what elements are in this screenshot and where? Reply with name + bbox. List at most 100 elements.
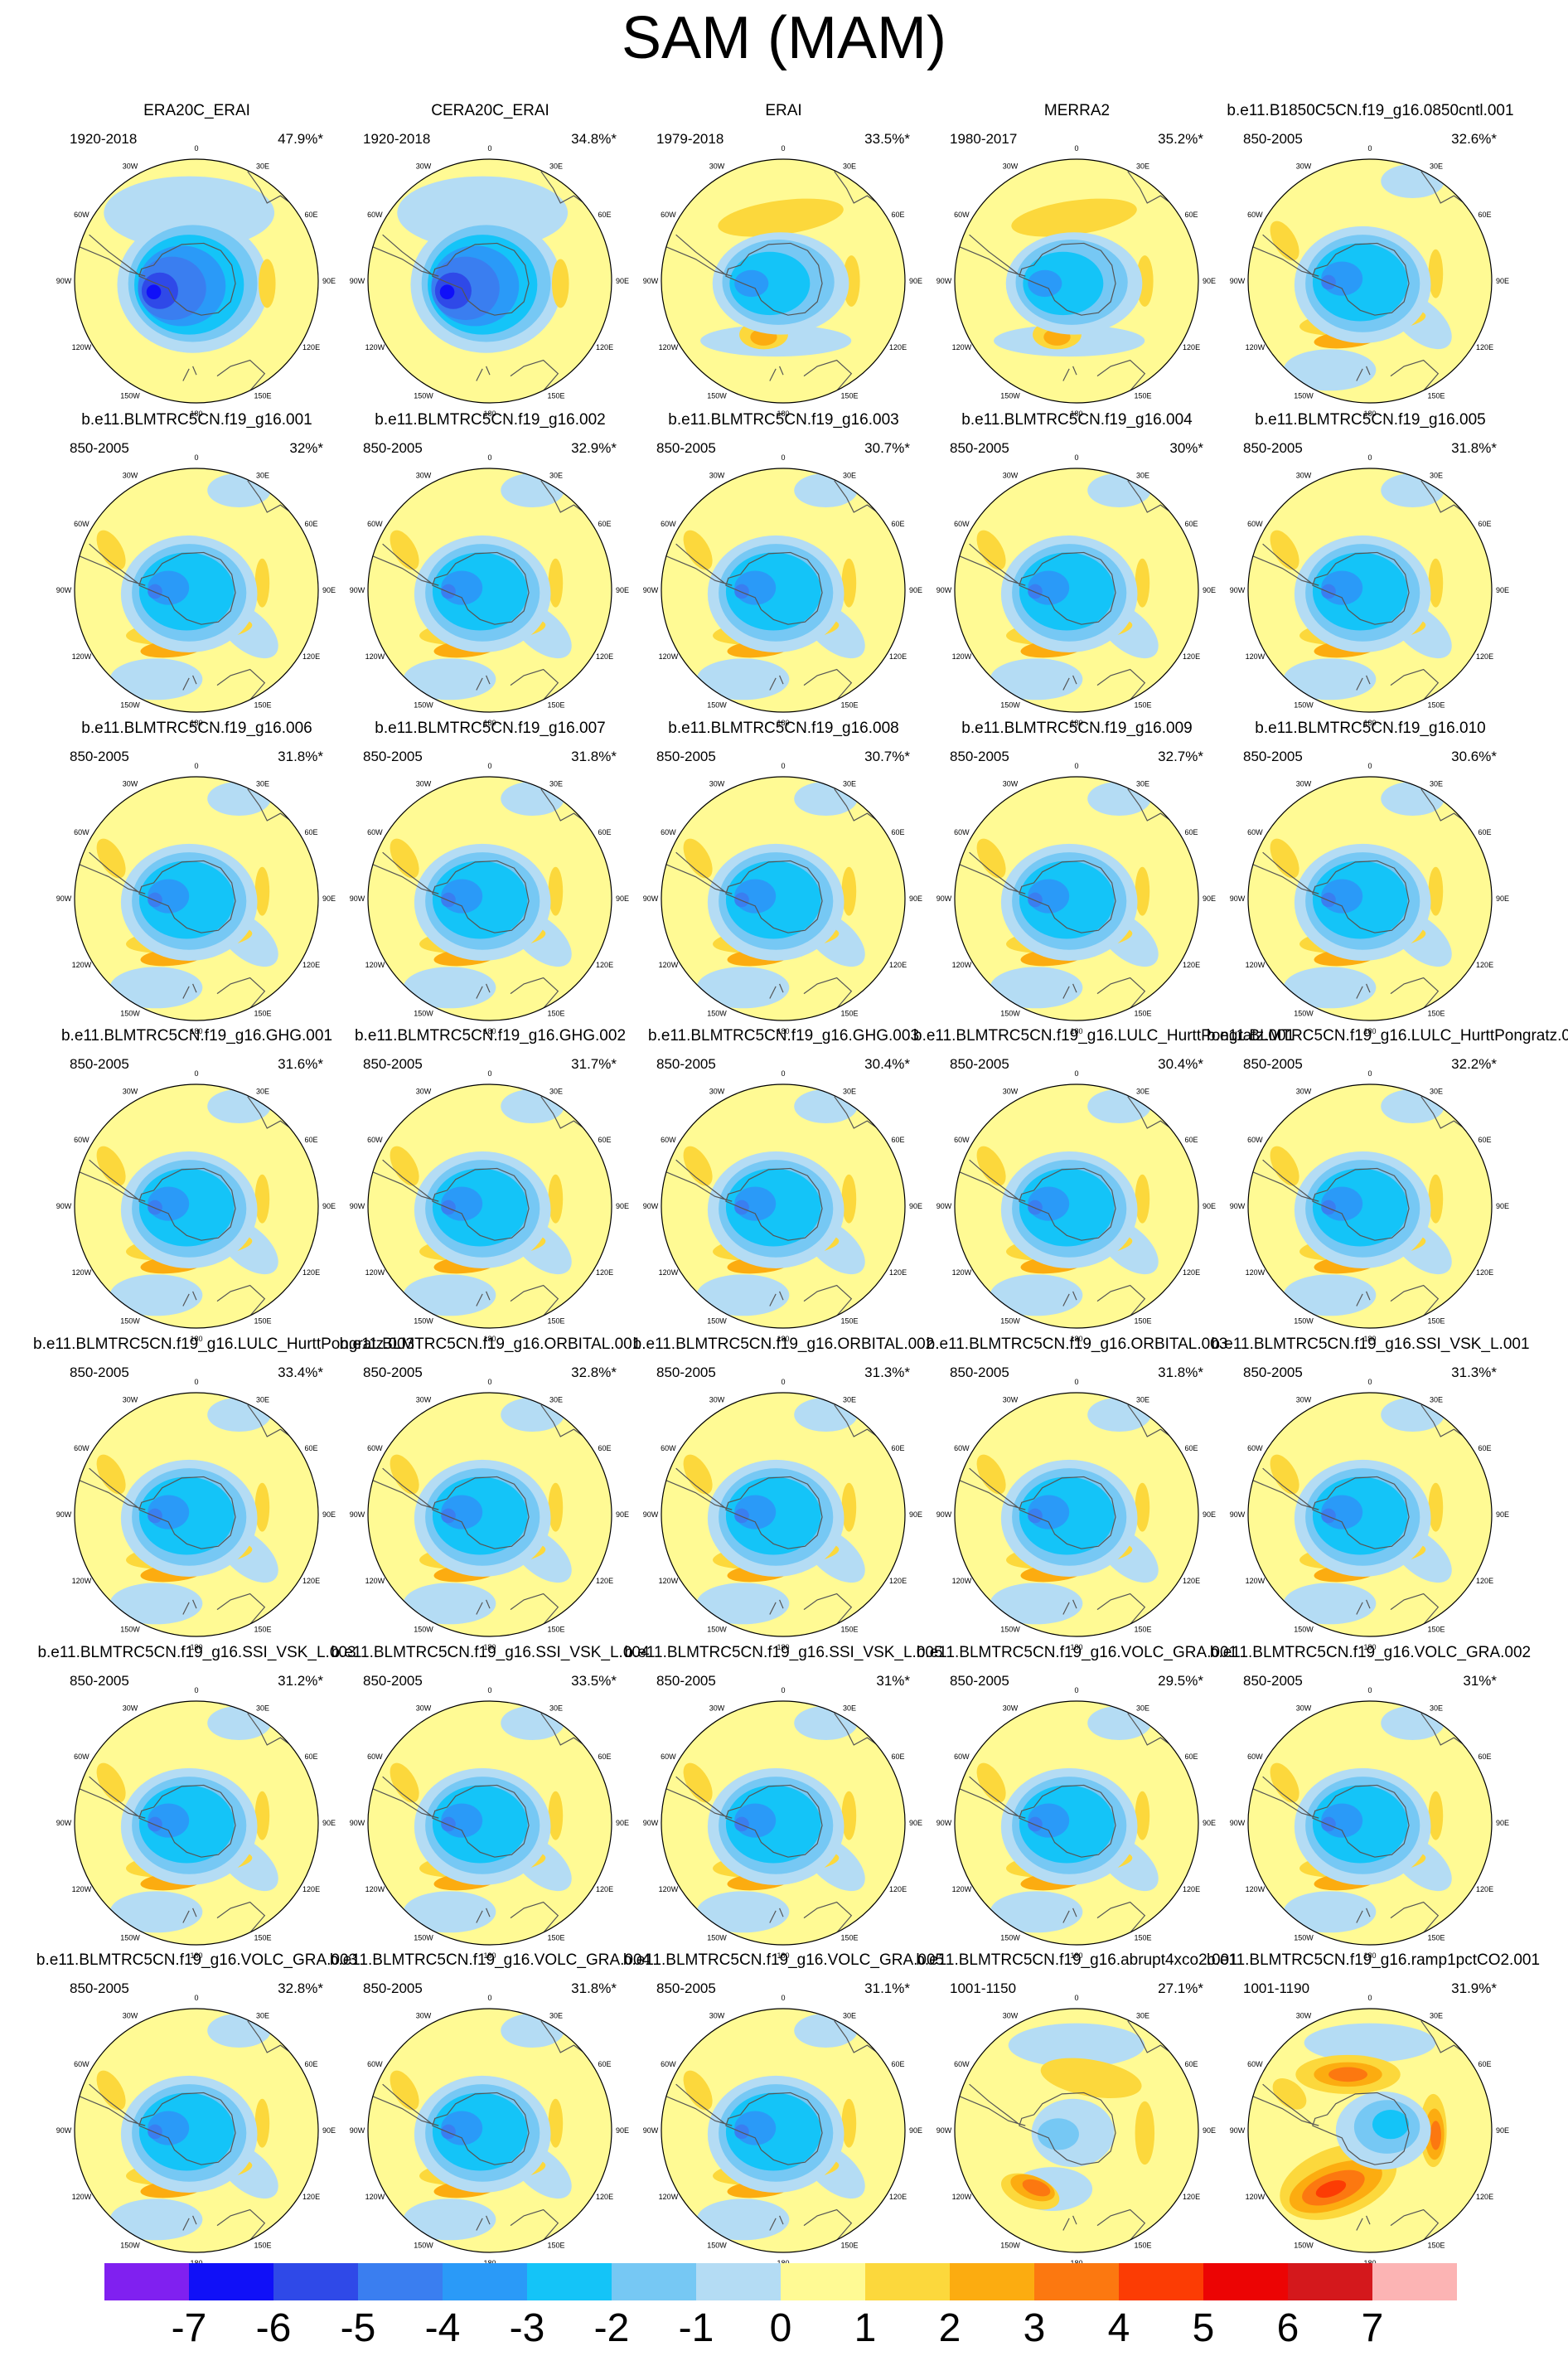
longitude-label: 180 <box>1363 1643 1376 1651</box>
anomaly-contour-12 <box>1315 2180 1347 2198</box>
coastlines <box>666 1714 881 1933</box>
map-frame <box>367 2008 612 2253</box>
longitude-label: 30W <box>123 471 138 479</box>
anomaly-field <box>661 777 905 1020</box>
longitude-label: 150W <box>1294 701 1314 710</box>
longitude-label: 150E <box>1427 1317 1445 1326</box>
longitude-label: 120W <box>952 652 972 661</box>
longitude-label: 0 <box>1367 144 1372 153</box>
panel-variance-explained: 31.9%* <box>1451 1980 1497 1996</box>
map-panel: 0 30E 60E 90E 120E 150E 180 150W 120W 90W 60W 30W ER… <box>50 101 344 418</box>
longitude-label: 0 <box>781 1686 785 1694</box>
longitude-label: 60E <box>1478 2060 1492 2068</box>
longitude-label: 30W <box>123 2011 138 2019</box>
longitude-label: 60W <box>367 1444 383 1452</box>
panel-period: 850-2005 <box>1243 1673 1303 1689</box>
coastlines <box>373 1405 588 1625</box>
anomaly-contour-1 <box>990 967 1083 1009</box>
panel-period: 1980-2017 <box>950 131 1018 147</box>
anomaly-contour-1 <box>109 1583 203 1625</box>
coastlines <box>666 1405 881 1625</box>
longitude-label: 60E <box>892 1444 905 1452</box>
coastlines <box>373 481 588 700</box>
map-frame <box>954 1083 1199 1329</box>
longitude-label: 60W <box>1247 520 1263 528</box>
anomaly-field <box>368 777 612 1020</box>
longitude-label: 150W <box>707 1010 727 1018</box>
anomaly-contour-1 <box>1283 1583 1377 1625</box>
longitude-label: 60E <box>305 1752 318 1761</box>
anomaly-field <box>661 1084 905 1328</box>
anomaly-field <box>661 468 905 712</box>
longitude-label: 30E <box>1430 1087 1443 1095</box>
longitude-label: 90W <box>1230 1202 1246 1210</box>
longitude-label: 30W <box>416 1087 432 1095</box>
colorbar-tick-label: -5 <box>340 2306 376 2350</box>
longitude-label: 90W <box>350 1819 365 1827</box>
longitude-label: 30E <box>1136 779 1149 788</box>
anomaly-contour-12 <box>441 1508 456 1524</box>
anomaly-contour-12 <box>441 1200 456 1215</box>
longitude-label: 30E <box>549 162 563 170</box>
longitude-label: 90E <box>322 894 336 903</box>
longitude-label: 30W <box>1003 779 1019 788</box>
anomaly-contour-1 <box>109 2198 203 2241</box>
panel-variance-explained: 33.4%* <box>278 1365 323 1380</box>
anomaly-contour-4 <box>976 1454 1006 1495</box>
longitude-label: 90E <box>616 277 629 285</box>
anomaly-contour-4 <box>1270 838 1299 879</box>
longitude-label: 90E <box>1203 894 1216 903</box>
longitude-label: 150E <box>840 1317 858 1326</box>
longitude-label: 150W <box>414 1934 433 1942</box>
longitude-label: 0 <box>1074 1378 1078 1386</box>
longitude-label: 60W <box>367 2060 383 2068</box>
anomaly-contour-1 <box>696 967 790 1009</box>
longitude-label: 180 <box>777 410 789 418</box>
map-panel: 0 30E 60E 90E 120E 150E 180 150W 120W 90W 60W 30W b.… <box>50 410 344 727</box>
longitude-label: 90W <box>643 586 659 594</box>
longitude-label: 90E <box>1203 586 1216 594</box>
longitude-label: 180 <box>1363 1027 1376 1035</box>
longitude-label: 60W <box>74 520 90 528</box>
anomaly-contour-4 <box>390 1762 419 1803</box>
anomaly-field <box>1248 2009 1492 2252</box>
longitude-label: 90E <box>1203 1819 1216 1827</box>
longitude-label: 120W <box>72 961 92 969</box>
anomaly-field <box>955 1084 1198 1328</box>
anomaly-contour-12 <box>1321 1816 1336 1832</box>
longitude-label: 60W <box>661 520 676 528</box>
colorbar-tick-label: 6 <box>1276 2306 1299 2350</box>
longitude-label: 150E <box>254 701 271 710</box>
longitude-label: 30W <box>416 1704 432 1712</box>
coastlines <box>1253 172 1468 391</box>
longitude-label: 180 <box>483 1027 496 1035</box>
panel-variance-explained: 30.4%* <box>1158 1056 1203 1072</box>
longitude-label: 30W <box>1296 2011 1312 2019</box>
map-frame <box>661 776 906 1021</box>
anomaly-contour-7 <box>841 1791 857 1840</box>
longitude-label: 150E <box>1134 2242 1151 2250</box>
coastlines <box>1253 1405 1468 1625</box>
map-panel: 0 30E 60E 90E 120E 150E 180 150W 120W 90W 60W 30W b.… <box>50 1026 344 1343</box>
anomaly-field <box>1248 777 1492 1020</box>
longitude-label: 120E <box>1476 1885 1493 1893</box>
longitude-label: 60W <box>954 2060 970 2068</box>
colorbar-swatch <box>781 2263 865 2300</box>
panel-period: 850-2005 <box>656 440 716 456</box>
longitude-label: 150E <box>1427 1626 1445 1634</box>
anomaly-contour-9 <box>1028 269 1062 298</box>
anomaly-contour-7 <box>548 866 564 916</box>
anomaly-contour-1 <box>403 967 496 1009</box>
anomaly-contour-12 <box>1321 584 1336 599</box>
longitude-label: 150W <box>707 2242 727 2250</box>
longitude-label: 120E <box>889 961 907 969</box>
anomaly-contour-1 <box>696 658 790 700</box>
map-frame <box>954 776 1199 1021</box>
panel-period: 850-2005 <box>363 1980 423 1996</box>
longitude-label: 150E <box>254 1010 271 1018</box>
longitude-label: 180 <box>190 1335 202 1343</box>
